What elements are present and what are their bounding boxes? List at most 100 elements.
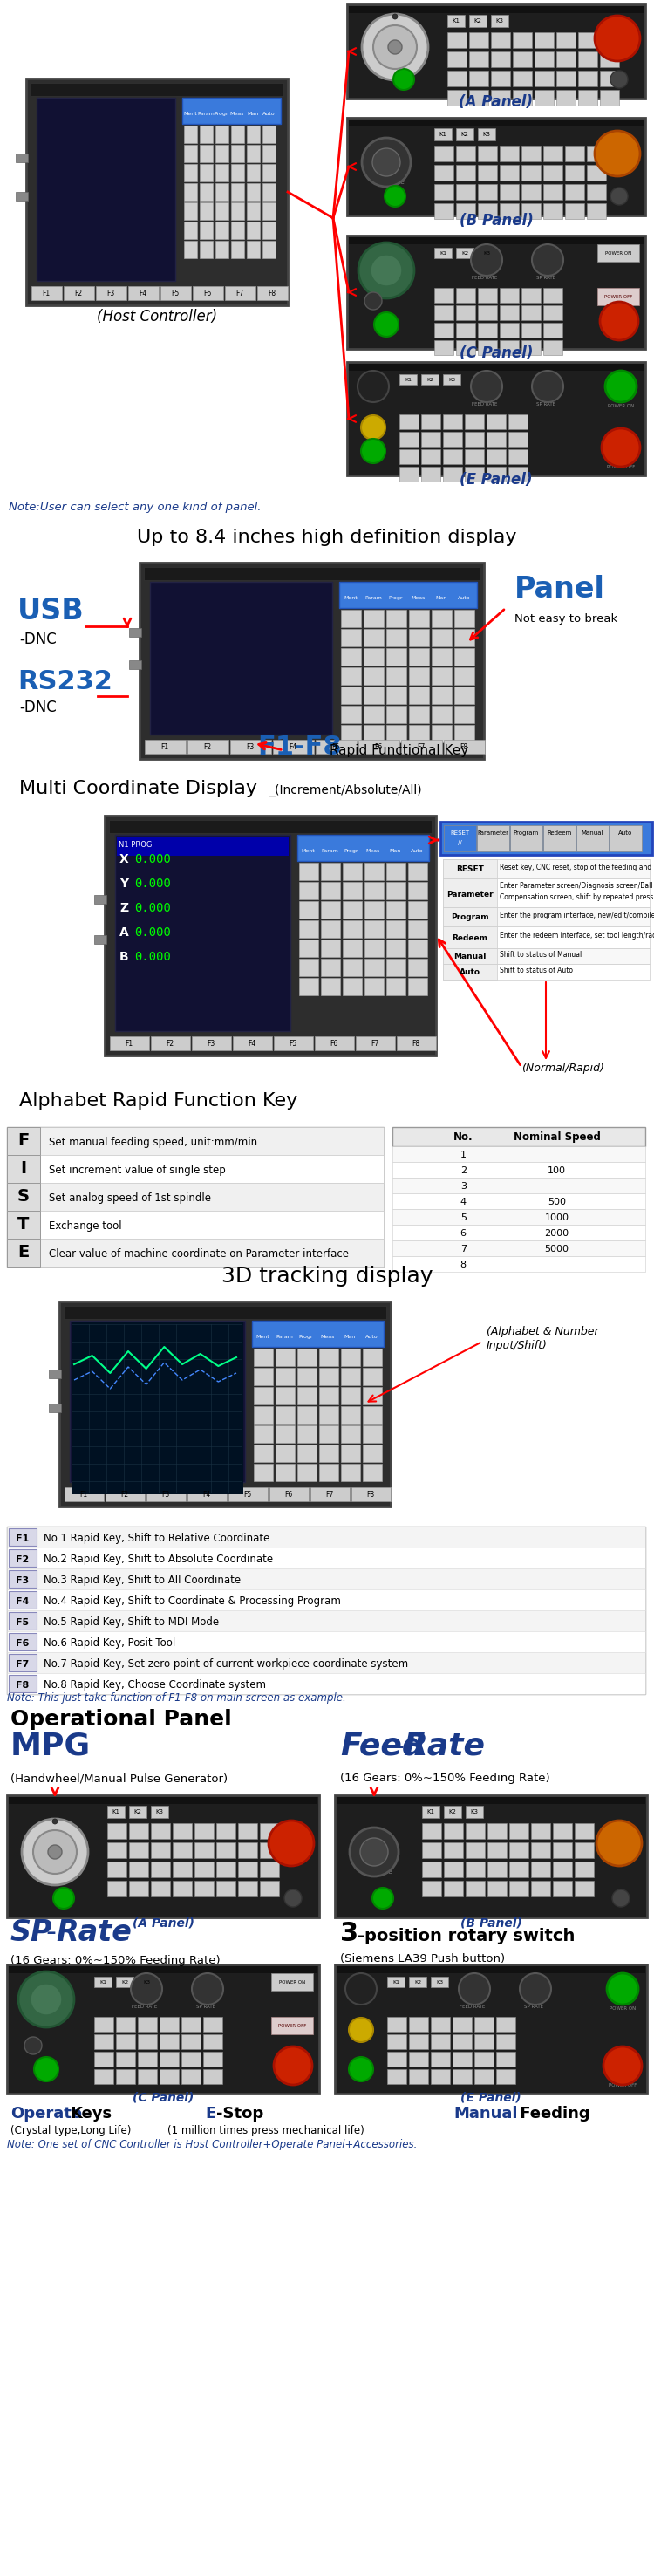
Bar (443, 948, 649, 963)
Bar (444, 1880, 463, 1896)
Bar (364, 958, 384, 976)
Bar (299, 881, 318, 899)
Text: SP RATE: SP RATE (536, 276, 555, 281)
Circle shape (48, 1844, 62, 1860)
Bar (26, 77, 288, 307)
Bar (465, 448, 484, 464)
Text: F6: F6 (374, 744, 383, 752)
Text: K1: K1 (439, 131, 447, 137)
Bar (543, 307, 562, 319)
Text: Auto: Auto (460, 969, 481, 976)
Bar (469, 15, 487, 26)
Text: F4: F4 (16, 1597, 29, 1605)
Bar (440, 822, 652, 855)
Text: Progr: Progr (388, 595, 403, 600)
Circle shape (607, 1973, 638, 2004)
Bar (434, 147, 453, 162)
Bar (7, 1182, 40, 1211)
Bar (94, 894, 107, 904)
Text: 2: 2 (460, 1167, 466, 1175)
Bar (173, 1824, 192, 1839)
Bar (443, 433, 462, 446)
Circle shape (392, 13, 398, 18)
Circle shape (33, 1829, 77, 1873)
Bar (431, 2069, 450, 2084)
Text: K3: K3 (156, 1808, 164, 1814)
Text: No.8 Rapid Key, Choose Coordinate system: No.8 Rapid Key, Choose Coordinate system (44, 1680, 266, 1690)
Bar (421, 374, 439, 384)
Text: F2: F2 (203, 744, 211, 752)
Text: F1-F8: F1-F8 (257, 734, 341, 760)
Bar (215, 165, 228, 180)
Circle shape (364, 291, 382, 309)
Circle shape (532, 245, 563, 276)
Bar (358, 739, 400, 755)
Bar (273, 739, 314, 755)
Bar (443, 415, 462, 430)
Text: -: - (392, 1731, 404, 1762)
Text: Redeem: Redeem (547, 829, 572, 835)
Bar (444, 824, 476, 853)
Bar (199, 204, 213, 219)
Circle shape (388, 41, 402, 54)
Bar (9, 1798, 317, 1803)
Text: F3: F3 (207, 1041, 215, 1048)
Text: POWER ON: POWER ON (605, 252, 631, 255)
Bar (500, 147, 519, 162)
Circle shape (362, 139, 411, 185)
Bar (553, 1842, 572, 1857)
Text: 8: 8 (460, 1260, 466, 1270)
Text: E: E (18, 1244, 29, 1260)
Bar (364, 881, 384, 899)
Text: SP RATE: SP RATE (524, 2004, 543, 2009)
Bar (521, 204, 541, 219)
Bar (321, 979, 340, 994)
Text: Keys: Keys (70, 2105, 112, 2123)
Bar (70, 1321, 245, 1481)
Bar (543, 289, 562, 304)
Bar (453, 2069, 472, 2084)
Bar (319, 1425, 338, 1443)
Bar (9, 1965, 317, 1973)
Bar (587, 165, 606, 180)
Text: Set analog speed of 1st spindle: Set analog speed of 1st spindle (49, 1193, 211, 1203)
Bar (513, 70, 532, 88)
Text: (C Panel): (C Panel) (132, 2092, 194, 2102)
Bar (456, 247, 473, 258)
Circle shape (602, 428, 640, 466)
Bar (16, 193, 28, 201)
Bar (339, 582, 477, 608)
Bar (432, 649, 452, 665)
Bar (7, 1589, 645, 1610)
Bar (160, 2017, 179, 2032)
Bar (94, 1976, 112, 1986)
Text: Ment: Ment (183, 111, 197, 116)
Bar (587, 204, 606, 219)
Text: 3D tracking display: 3D tracking display (221, 1265, 433, 1285)
Bar (434, 247, 452, 258)
Bar (341, 706, 361, 724)
Bar (116, 2017, 135, 2032)
Text: F6: F6 (330, 1041, 338, 1048)
Bar (60, 1301, 390, 1507)
Text: K3: K3 (483, 252, 490, 255)
Bar (298, 1463, 317, 1481)
Bar (199, 183, 213, 201)
Text: 1000: 1000 (545, 1213, 569, 1221)
Bar (71, 1321, 243, 1494)
Bar (199, 144, 213, 162)
Bar (188, 739, 228, 755)
Bar (260, 1880, 279, 1896)
Bar (543, 165, 562, 180)
Bar (496, 2069, 515, 2084)
Bar (238, 1842, 257, 1857)
Bar (184, 240, 197, 258)
Bar (444, 1842, 463, 1857)
Bar (319, 1386, 338, 1404)
Text: F2: F2 (16, 1556, 29, 1564)
Bar (447, 90, 466, 106)
Bar (151, 1842, 170, 1857)
Text: Program: Program (451, 914, 489, 922)
Text: Auto: Auto (365, 1334, 378, 1340)
Text: No.5 Rapid Key, Shift to MDI Mode: No.5 Rapid Key, Shift to MDI Mode (44, 1615, 219, 1628)
